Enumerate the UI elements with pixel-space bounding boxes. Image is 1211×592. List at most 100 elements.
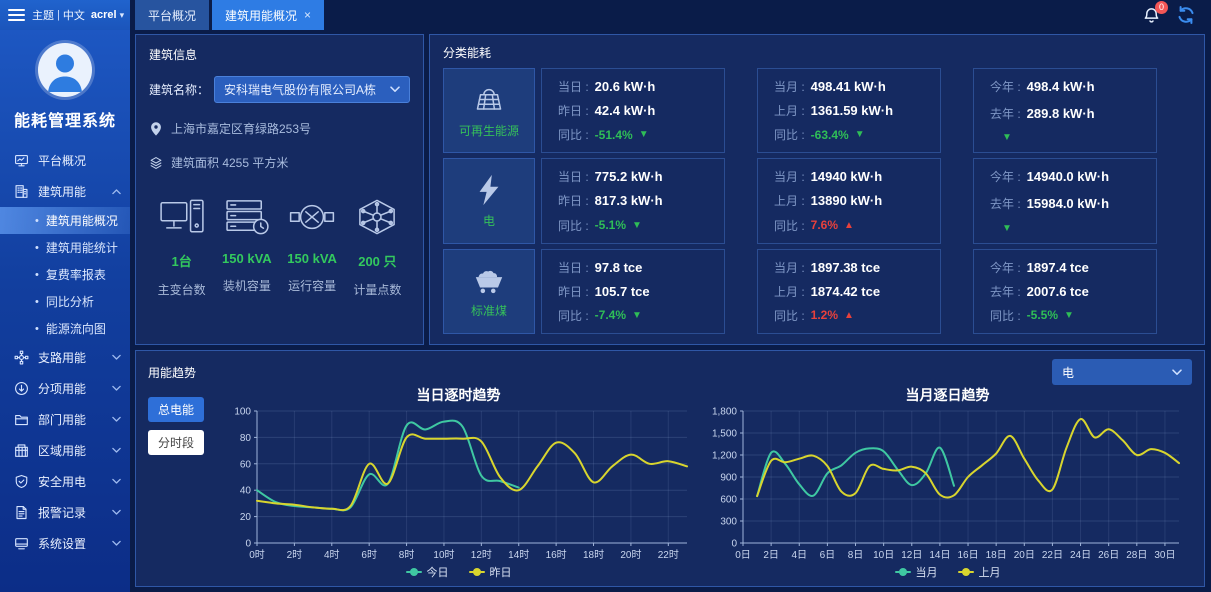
- category-stat-box: 今年 :14940.0 kW·h 去年 :15984.0 kW·h ▼: [973, 158, 1157, 244]
- svg-text:26日: 26日: [1098, 550, 1119, 561]
- svg-text:4日: 4日: [791, 550, 807, 561]
- energy-type-value: 电: [1062, 365, 1075, 380]
- theme-switcher[interactable]: 主题: [32, 10, 54, 22]
- person-icon: [48, 54, 82, 92]
- building-info-panel: 建筑信息 建筑名称： 安科瑞电气股份有限公司A栋 上海市嘉定区育绿路253号 建…: [135, 34, 424, 345]
- building-stats: 1台 主变台数 150 kVA 装机容量 150 kVA 运行容量 200 只计量点数: [149, 198, 410, 298]
- category-energy-panel: 分类能耗 可再生能源 当日 :20.6 kW·h 昨日 :42.4 kW·h 同…: [429, 34, 1205, 345]
- building-info-title: 建筑信息: [149, 48, 198, 62]
- trend-button-0[interactable]: 总电能: [148, 397, 204, 422]
- svg-text:1,500: 1,500: [711, 429, 736, 440]
- svg-text:60: 60: [239, 459, 251, 470]
- submenu-item-1-0[interactable]: 建筑用能概况: [0, 207, 130, 234]
- sidebar-menu: 平台概况建筑用能建筑用能概况建筑用能统计复费率报表同比分析能源流向图支路用能分项…: [0, 145, 130, 559]
- sidebar-item-5[interactable]: 区域用能: [0, 435, 130, 466]
- category-icon: [15, 382, 28, 395]
- branch-icon: [14, 350, 29, 365]
- legend-item[interactable]: 当月: [894, 564, 938, 580]
- sidebar-item-7[interactable]: 报警记录: [0, 497, 130, 528]
- tab-0[interactable]: 平台概况: [135, 0, 210, 30]
- coal-icon: [475, 271, 503, 294]
- legend-item[interactable]: 今日: [405, 564, 449, 580]
- refresh-icon: [1178, 6, 1194, 24]
- svg-text:6时: 6时: [361, 549, 377, 561]
- submenu-item-1-4[interactable]: 能源流向图: [0, 315, 130, 342]
- svg-text:1,800: 1,800: [711, 407, 736, 418]
- daily-chart-legend: 今日 昨日: [405, 564, 512, 580]
- svg-text:4时: 4时: [324, 549, 340, 561]
- svg-text:8时: 8时: [398, 549, 414, 561]
- charts-area: 当日逐时趋势 0 20 40 60 80 100 0时 2时 4时 6时 8时 10时 12时 14时 16…: [214, 385, 1192, 583]
- svg-text:600: 600: [720, 495, 737, 506]
- app-title: 能耗管理系统: [13, 113, 116, 130]
- area-icon: [149, 155, 163, 171]
- category-energy-title: 分类能耗: [443, 46, 492, 60]
- building-stat: 1台 主变台数: [149, 198, 214, 298]
- sidebar-item-6[interactable]: 安全用电: [0, 466, 130, 497]
- building-name-label: 建筑名称：: [149, 83, 210, 97]
- tab-label: 建筑用能概况: [225, 8, 298, 23]
- trend-title: 用能趋势: [148, 365, 197, 380]
- svg-text:22日: 22日: [1041, 550, 1062, 561]
- sidebar-item-1[interactable]: 建筑用能: [0, 176, 130, 207]
- tab-label: 平台概况: [148, 8, 197, 23]
- svg-text:20日: 20日: [1013, 550, 1034, 561]
- notifications-button[interactable]: 0: [1143, 0, 1168, 24]
- svg-text:0: 0: [731, 539, 737, 550]
- chevron-down-icon: [390, 86, 400, 93]
- chevron-down-icon: [112, 509, 121, 515]
- svg-text:300: 300: [720, 517, 737, 528]
- building-icon: [15, 185, 28, 198]
- monthly-chart-title: 当月逐日趋势: [905, 387, 990, 403]
- chevron-down-icon: [1172, 368, 1182, 376]
- language-switcher[interactable]: 中文: [62, 10, 85, 22]
- energy-trend-panel: 用能趋势 电 总电能 分时段 当日逐时趋势 0 20 40 60 80 100 0时 2时 4时 6…: [135, 350, 1205, 587]
- svg-text:0: 0: [245, 539, 251, 550]
- svg-text:80: 80: [239, 433, 251, 444]
- monthly-chart-legend: 当月 上月: [894, 564, 1001, 580]
- legend-item[interactable]: 昨日: [468, 564, 512, 580]
- trend-arrow-icon: ▼: [632, 219, 642, 231]
- sidebar-item-4[interactable]: 部门用能: [0, 404, 130, 435]
- svg-text:10日: 10日: [873, 550, 894, 561]
- svg-text:0时: 0时: [249, 549, 265, 561]
- submenu-item-1-1[interactable]: 建筑用能统计: [0, 234, 130, 261]
- area-icon: [150, 156, 162, 169]
- category-row-1: 电 当日 :775.2 kW·h 昨日 :817.3 kW·h 同比 : -5.1…: [443, 158, 1191, 244]
- sidebar-item-2[interactable]: 支路用能: [0, 342, 130, 373]
- svg-text:16时: 16时: [545, 549, 566, 561]
- pin-icon: [151, 121, 161, 135]
- sidebar-item-3[interactable]: 分项用能: [0, 373, 130, 404]
- trend-body: 总电能 分时段 当日逐时趋势 0 20 40 60 80 100 0时 2时 4时 6时 8时 10时 1…: [148, 385, 1192, 583]
- solar-icon: [476, 88, 502, 110]
- sidebar-item-0[interactable]: 平台概况: [0, 145, 130, 176]
- submenu-item-1-3[interactable]: 同比分析: [0, 288, 130, 315]
- svg-text:20时: 20时: [620, 549, 641, 561]
- menu-toggle-icon[interactable]: [8, 9, 25, 21]
- building-select[interactable]: 安科瑞电气股份有限公司A栋: [214, 76, 410, 103]
- trend-button-1[interactable]: 分时段: [148, 430, 204, 455]
- submenu-item-1-2[interactable]: 复费率报表: [0, 261, 130, 288]
- chevron-down-icon: [112, 540, 121, 546]
- user-menu[interactable]: acrel: [90, 9, 117, 21]
- topbar-left: 主题 | 中文 acrel ▾: [0, 0, 130, 30]
- legend-item[interactable]: 上月: [957, 564, 1001, 580]
- category-stat-box: 当日 :97.8 tce 昨日 :105.7 tce 同比 : -7.4% ▼: [541, 248, 725, 334]
- category-stat-box: 当月 :1897.38 tce 上月 :1874.42 tce 同比 :1.2%…: [757, 248, 941, 334]
- trend-arrow-icon: ▼: [1002, 222, 1012, 234]
- svg-text:900: 900: [720, 473, 737, 484]
- tab-close-icon[interactable]: ×: [304, 8, 312, 22]
- monthly-trend-block: 当月逐日趋势 0 300 600 900 1,200 1,500 1,800 0日 2日 4日 6日…: [703, 385, 1192, 583]
- svg-text:20: 20: [239, 512, 251, 523]
- sidebar-item-8[interactable]: 系统设置: [0, 528, 130, 559]
- refresh-button[interactable]: [1177, 6, 1195, 24]
- avatar: [38, 43, 92, 97]
- building-stat: 150 kVA 运行容量: [280, 198, 345, 298]
- energy-type-select[interactable]: 电: [1052, 359, 1192, 385]
- chevron-down-icon: [112, 189, 121, 195]
- category-row-0: 可再生能源 当日 :20.6 kW·h 昨日 :42.4 kW·h 同比 : -5…: [443, 68, 1191, 154]
- svg-text:14日: 14日: [929, 550, 950, 561]
- svg-text:14时: 14时: [508, 549, 529, 561]
- top-row: 建筑信息 建筑名称： 安科瑞电气股份有限公司A栋 上海市嘉定区育绿路253号 建…: [135, 34, 1205, 345]
- tab-1[interactable]: 建筑用能概况 ×: [212, 0, 325, 30]
